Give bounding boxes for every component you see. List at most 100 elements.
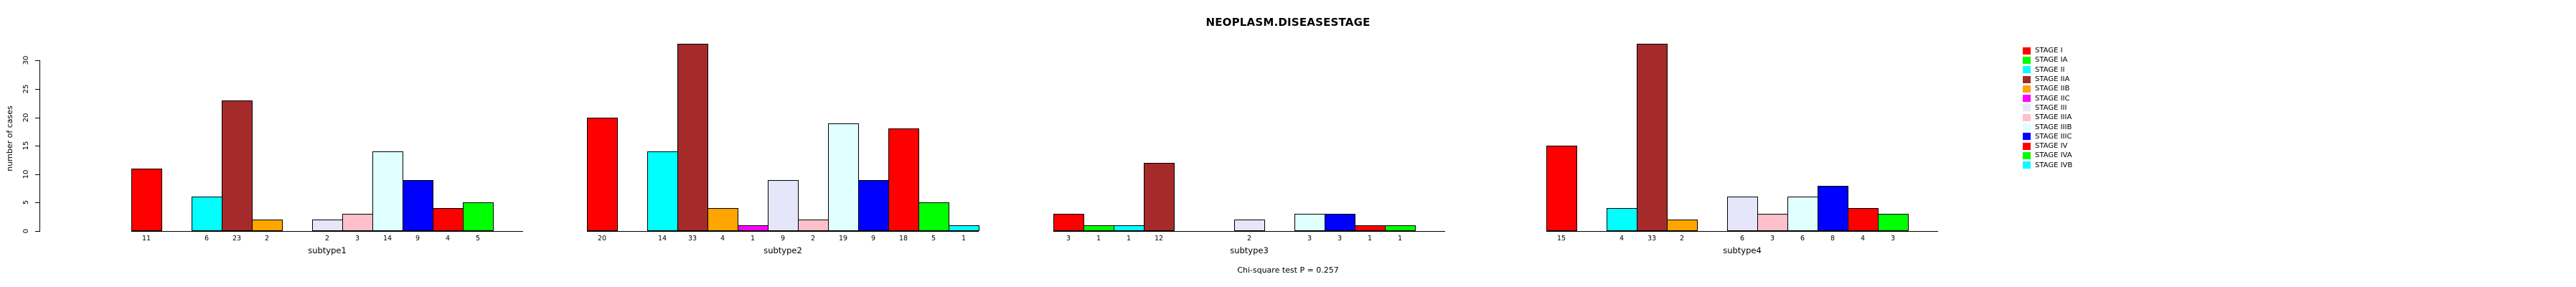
- legend-item-stage-iva: STAGE IVA: [2023, 151, 2072, 160]
- legend-swatch-stage-iic: [2023, 95, 2031, 103]
- bar-value-label: 18: [898, 235, 908, 243]
- legend: STAGE I STAGE IA STAGE II STAGE IIA STAGE II…: [2023, 46, 2072, 170]
- bar-value-label: 4: [720, 235, 725, 243]
- bar-value-label: 20: [597, 235, 607, 243]
- legend-item-stage-iia: STAGE IIA: [2023, 75, 2072, 84]
- bar-stage-iva-subtype3: [1385, 225, 1416, 231]
- legend-swatch-stage-iiib: [2023, 123, 2031, 131]
- group-label-subtype1: subtype1: [308, 245, 347, 255]
- y-tick-label: 25: [22, 84, 30, 94]
- legend-item-stage-iic: STAGE IIC: [2023, 93, 2072, 103]
- bar-value-label: 4: [445, 235, 451, 243]
- bar-value-label: 6: [1739, 235, 1745, 243]
- bar-stage-i-subtype3: [1053, 214, 1084, 231]
- legend-label: STAGE IIC: [2035, 94, 2070, 103]
- legend-item-stage-iii: STAGE III: [2023, 103, 2072, 113]
- bar-stage-iva-subtype1: [463, 202, 494, 231]
- legend-swatch-stage-iia: [2023, 75, 2031, 83]
- legend-swatch-stage-iiia: [2023, 113, 2031, 121]
- bar-stage-iia-subtype4: [1637, 44, 1668, 231]
- y-axis-label: number of cases: [5, 105, 14, 171]
- group-label-subtype4: subtype4: [1723, 245, 1762, 255]
- legend-label: STAGE IIIC: [2035, 132, 2072, 141]
- legend-item-stage-iv: STAGE IV: [2023, 141, 2072, 151]
- y-tick: [35, 89, 39, 90]
- bar-value-label: 4: [1619, 235, 1625, 243]
- bar-stage-iiic-subtype4: [1818, 186, 1848, 231]
- y-tick: [35, 60, 39, 62]
- legend-label: STAGE IVB: [2035, 161, 2073, 169]
- y-tick-label: 0: [22, 228, 30, 234]
- bar-stage-iia-subtype2: [677, 44, 708, 231]
- legend-swatch-stage-iv: [2023, 142, 2031, 150]
- bar-value-label: 1: [1397, 235, 1403, 243]
- bar-stage-ivb-subtype2: [949, 225, 979, 231]
- bar-value-label: 6: [1800, 235, 1805, 243]
- bar-stage-iib-subtype1: [252, 220, 283, 231]
- bar-value-label: 3: [1066, 235, 1071, 243]
- legend-swatch-stage-i: [2023, 47, 2031, 55]
- legend-item-stage-ii: STAGE II: [2023, 65, 2072, 75]
- legend-swatch-stage-iib: [2023, 85, 2031, 93]
- bar-value-label: 11: [141, 235, 151, 243]
- legend-label: STAGE I: [2035, 47, 2063, 55]
- bar-stage-iiia-subtype2: [798, 220, 829, 231]
- bar-value-label: 14: [382, 235, 392, 243]
- legend-swatch-stage-ia: [2023, 56, 2031, 64]
- bar-value-label: 3: [1769, 235, 1775, 243]
- y-axis: [39, 60, 40, 232]
- bar-stage-iia-subtype1: [222, 100, 253, 231]
- bar-value-label: 33: [687, 235, 697, 243]
- bar-value-label: 9: [870, 235, 876, 243]
- legend-label: STAGE IIIA: [2035, 113, 2072, 122]
- bar-stage-iiib-subtype3: [1294, 214, 1325, 231]
- bar-stage-ii-subtype3: [1114, 225, 1144, 231]
- group-label-subtype3: subtype3: [1230, 245, 1269, 255]
- bar-stage-ia-subtype3: [1083, 225, 1114, 231]
- legend-label: STAGE IIIB: [2035, 123, 2072, 131]
- bar-value-label: 1: [1126, 235, 1132, 243]
- y-tick: [35, 231, 39, 232]
- legend-item-stage-ia: STAGE IA: [2023, 55, 2072, 65]
- bar-value-label: 33: [1647, 235, 1657, 243]
- legend-label: STAGE IIA: [2035, 75, 2070, 84]
- bar-stage-iic-subtype2: [738, 225, 768, 231]
- bar-value-label: 5: [475, 235, 481, 243]
- bar-stage-iiia-subtype1: [342, 214, 373, 231]
- bar-value-label: 14: [657, 235, 667, 243]
- bar-stage-iii-subtype4: [1727, 197, 1758, 231]
- bar-stage-iii-subtype1: [312, 220, 343, 231]
- bar-value-label: 2: [810, 235, 816, 243]
- bar-value-label: 2: [1679, 235, 1685, 243]
- bar-value-label: 1: [961, 235, 967, 243]
- legend-swatch-stage-iva: [2023, 151, 2031, 159]
- bar-stage-iv-subtype3: [1355, 225, 1386, 231]
- bar-stage-i-subtype2: [587, 118, 618, 231]
- legend-swatch-stage-ii: [2023, 66, 2031, 74]
- legend-item-stage-iiic: STAGE IIIC: [2023, 132, 2072, 141]
- y-tick-label: 5: [22, 200, 30, 205]
- bar-stage-iv-subtype1: [433, 208, 464, 231]
- bar-value-label: 15: [1556, 235, 1566, 243]
- bar-value-label: 4: [1860, 235, 1866, 243]
- y-tick-label: 30: [22, 56, 30, 65]
- legend-item-stage-ivb: STAGE IVB: [2023, 161, 2072, 170]
- bar-value-label: 6: [204, 235, 210, 243]
- bar-value-label: 3: [354, 235, 360, 243]
- bar-value-label: 23: [232, 235, 242, 243]
- bar-value-label: 12: [1154, 235, 1164, 243]
- bar-stage-iia-subtype3: [1144, 163, 1175, 231]
- bar-stage-iib-subtype4: [1667, 220, 1698, 231]
- legend-label: STAGE IIB: [2035, 85, 2070, 93]
- bar-stage-iiia-subtype4: [1757, 214, 1788, 231]
- bar-stage-ii-subtype2: [647, 151, 678, 231]
- bar-stage-iiic-subtype3: [1325, 214, 1355, 231]
- legend-swatch-stage-iii: [2023, 104, 2031, 112]
- bar-stage-ii-subtype1: [192, 197, 222, 231]
- y-tick: [35, 174, 39, 175]
- chart-title: NEOPLASM.DISEASESTAGE: [1205, 16, 1371, 29]
- bar-stage-iiic-subtype1: [403, 180, 433, 231]
- bar-value-label: 9: [780, 235, 786, 243]
- bar-stage-iv-subtype4: [1848, 208, 1879, 231]
- bar-value-label: 5: [931, 235, 936, 243]
